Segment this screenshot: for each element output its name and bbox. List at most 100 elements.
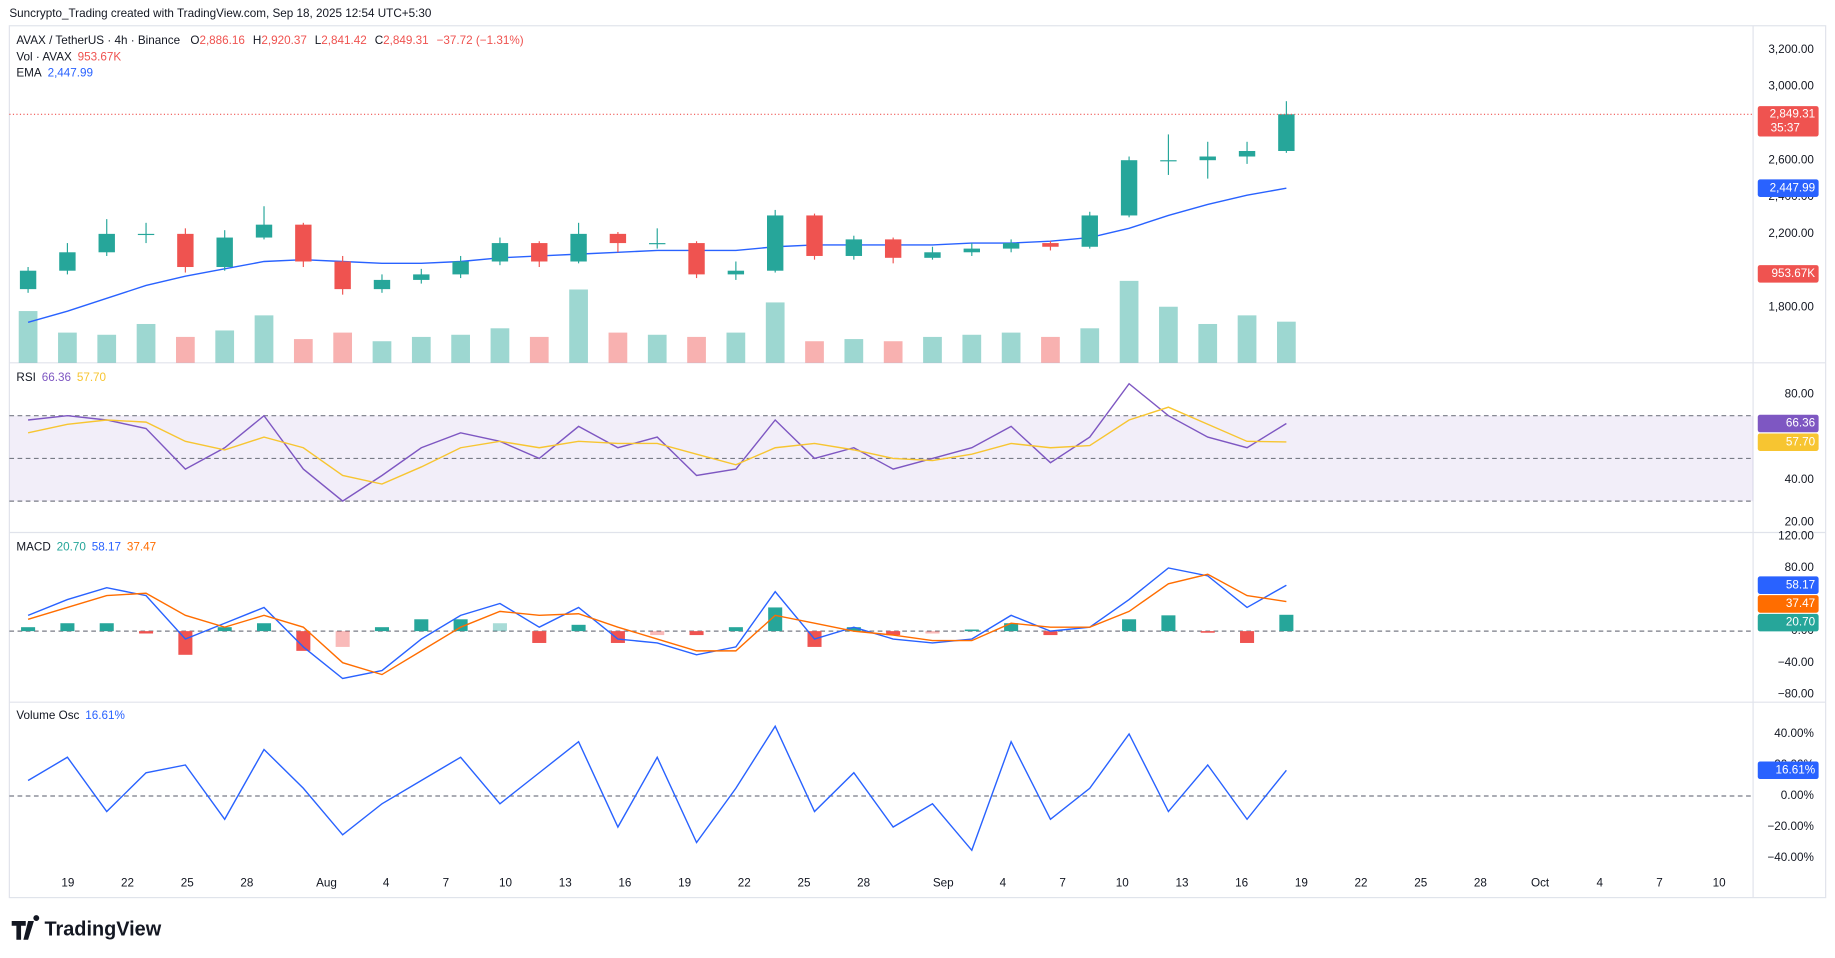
ema-legend: EMA 2,447.99 (16, 67, 93, 80)
volume-bar (1001, 332, 1021, 363)
volume-bar (569, 289, 588, 363)
x-tick-label: 7 (1059, 877, 1066, 890)
candle-body (1238, 150, 1256, 157)
volume-bar (1080, 328, 1100, 363)
volume-bar (372, 341, 392, 363)
volume-bar (923, 336, 942, 363)
y-tick-label: 3,200.00 (1768, 43, 1814, 56)
volume-bar (1277, 321, 1296, 363)
volume-bar (1119, 280, 1139, 363)
x-tick-label: 4 (1000, 877, 1007, 890)
volume-name: Vol · AVAX (16, 50, 72, 63)
value-badge: 37.47 (1786, 597, 1815, 610)
series-line (27, 724, 1287, 852)
candle-body (767, 215, 784, 271)
series-line (27, 573, 1287, 676)
volume-bar (844, 339, 864, 363)
value-badge: 20.70 (1786, 616, 1816, 629)
candle-body (1042, 243, 1059, 247)
histogram-bar (296, 631, 311, 651)
x-tick-label: 28 (1474, 877, 1487, 890)
h-label: H (253, 34, 261, 47)
histogram-bar (689, 631, 704, 636)
candle-body (177, 233, 194, 268)
histogram-bar (964, 629, 979, 632)
rsi-title: RSI (16, 371, 35, 384)
rsi-legend: RSI 66.36 57.70 (16, 371, 106, 384)
ema-badge: 2,447.99 (1770, 181, 1816, 194)
candle-body (806, 215, 823, 256)
macd-legend: MACD 20.70 58.17 37.47 (16, 541, 156, 554)
series-line (27, 567, 1287, 680)
histogram-bar (650, 631, 665, 636)
l-value: 2,841.42 (321, 34, 367, 47)
candle-body (1160, 160, 1177, 162)
candle-body (531, 243, 548, 262)
x-tick-label: 10 (1713, 877, 1726, 890)
volume-bar (529, 336, 549, 363)
volosc-value: 16.61% (85, 709, 125, 722)
histogram-bar (886, 631, 901, 636)
value-badge-bg (1757, 613, 1819, 632)
candle-body (452, 261, 469, 275)
candle-body (373, 279, 391, 290)
y-tick-label: 1,800.00 (1768, 301, 1814, 314)
candle-body (688, 243, 705, 275)
y-tick-label: 120.00 (1778, 529, 1814, 542)
histogram-bar (453, 619, 468, 632)
histogram-bar (139, 631, 154, 634)
candle-body (255, 224, 273, 238)
candle-body (884, 239, 902, 258)
histogram-bar (925, 631, 940, 634)
histogram-bar (414, 619, 429, 632)
candle-body (413, 274, 430, 280)
volume-bar (1041, 336, 1060, 363)
macd-title: MACD (16, 541, 50, 554)
x-tick-label: 28 (240, 877, 253, 890)
histogram-bar (1122, 619, 1137, 632)
x-tick-label: 13 (1175, 877, 1188, 890)
candle-body (1199, 156, 1216, 161)
y-tick-label: −40.00% (1767, 851, 1813, 864)
volume-bar (726, 332, 746, 363)
histogram-bar (1161, 615, 1176, 632)
histogram-bar (1200, 631, 1215, 633)
histogram-bar (335, 631, 350, 647)
y-tick-label: 2,200.00 (1768, 227, 1814, 240)
volume-bar (451, 334, 470, 363)
volume-bar (1198, 323, 1218, 363)
histogram-bar (610, 631, 625, 643)
candle-body (1081, 215, 1098, 247)
y-tick-label: 80.00 (1785, 387, 1815, 400)
ema-badge-bg (1757, 179, 1819, 197)
candle-body (59, 252, 76, 271)
y-tick-label: 40.00 (1785, 473, 1815, 486)
x-tick-label: Sep (933, 877, 954, 890)
volume-badge-bg (1757, 265, 1819, 283)
candle-body (19, 270, 37, 290)
histogram-bar (492, 623, 507, 632)
attribution: Suncrypto_Trading created with TradingVi… (9, 7, 431, 20)
candle-body (649, 243, 666, 245)
volume-legend: Vol · AVAX 953.67K (16, 50, 121, 63)
volume-bar (962, 334, 982, 363)
x-tick-label: Oct (1531, 877, 1550, 890)
macd-value: 58.17 (92, 541, 121, 554)
volume-bar (647, 334, 667, 363)
x-tick-label: 19 (61, 877, 74, 890)
candle-body (845, 239, 863, 256)
value-badge: 58.17 (1786, 578, 1815, 591)
price-legend: AVAX / TetherUS · 4h · Binance O2,886.16… (16, 34, 523, 47)
candle-body (1120, 160, 1138, 216)
o-label: O (190, 34, 199, 47)
volume-bar (411, 336, 431, 363)
candle-body (963, 248, 980, 253)
histogram-bar (99, 623, 114, 632)
series-line (27, 187, 1287, 323)
histogram-bar (532, 631, 547, 643)
candle-body (491, 243, 509, 262)
volume-bar (176, 336, 195, 363)
value-badge-bg (1757, 761, 1819, 780)
y-tick-label: −80.00 (1778, 687, 1815, 700)
